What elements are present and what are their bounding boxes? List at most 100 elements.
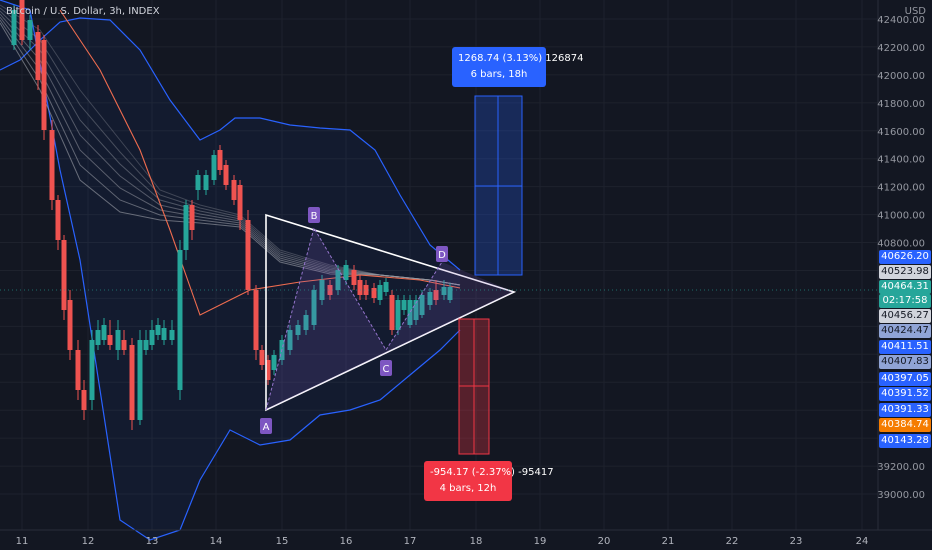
candle-body (177, 250, 183, 390)
x-tick-label: 21 (662, 536, 675, 547)
pattern-badge (436, 246, 448, 262)
candle-body (121, 340, 127, 350)
projection-up-change: 1268.74 (3.13%) 126874 (458, 53, 584, 64)
projection-down-label: -954.17 (-2.37%) -95417 4 bars, 12h (424, 461, 554, 501)
price-tag: 40407.83 (879, 355, 931, 369)
candle-body (419, 295, 425, 315)
y-tick-label: 41000.00 (877, 211, 925, 222)
candle-body (49, 130, 55, 200)
pattern-badge (260, 418, 272, 434)
price-tag: 40384.74 (879, 418, 931, 432)
candle-body (161, 328, 167, 340)
y-tick-label: 41600.00 (877, 127, 925, 138)
pattern-badge (380, 360, 392, 376)
price-tag: 40464.31 (879, 280, 931, 294)
candle-body (115, 330, 121, 350)
pattern-label: B (311, 211, 318, 222)
candle-body (433, 290, 439, 300)
candle-body (75, 350, 81, 390)
candle-body (371, 288, 377, 298)
candle-body (61, 240, 67, 310)
y-tick-label: 41200.00 (877, 183, 925, 194)
bollinger-lower (0, 0, 461, 541)
x-tick-label: 11 (16, 536, 29, 547)
candle-body (137, 340, 143, 420)
candle-body (287, 330, 293, 350)
x-tick-label: 19 (534, 536, 547, 547)
candle-body (363, 285, 369, 295)
triangle-pattern (265, 213, 517, 412)
candle-body (81, 390, 87, 410)
candle-body (223, 165, 229, 185)
candle-body (101, 325, 107, 340)
candle-body (55, 200, 61, 240)
candle-body (303, 315, 309, 330)
candle-body (427, 292, 433, 305)
x-tick-label: 14 (210, 536, 223, 547)
candle-body (441, 287, 447, 295)
abcd-lines (265, 226, 443, 411)
candle-body (395, 300, 401, 330)
candle-body (401, 300, 407, 310)
x-tick-label: 24 (856, 536, 869, 547)
candle-body (19, 0, 25, 40)
candle-body (265, 360, 271, 380)
projection-up-label: 1268.74 (3.13%) 126874 6 bars, 18h (452, 47, 584, 87)
price-tag: 40397.05 (879, 372, 931, 386)
candle-body (149, 330, 155, 345)
x-tick-label: 20 (598, 536, 611, 547)
candle-body (183, 205, 189, 250)
candle-body (11, 10, 17, 45)
candle-body (155, 325, 161, 335)
candle-body (35, 32, 41, 80)
candle-body (95, 330, 101, 345)
candle-body (41, 40, 47, 130)
y-tick-label: 42000.00 (877, 71, 925, 82)
x-tick-label: 22 (726, 536, 739, 547)
candle-body (271, 355, 277, 370)
y-tick-label: 42200.00 (877, 43, 925, 54)
candle-body (389, 295, 395, 330)
candle-body (107, 335, 113, 345)
price-tag: 40424.47 (879, 324, 931, 338)
candle-body (217, 150, 223, 170)
candle-body (67, 300, 73, 350)
pattern-label: D (438, 250, 446, 261)
candle-body (211, 155, 217, 180)
symbol-title[interactable]: Bitcoin / U.S. Dollar, 3h, INDEX (6, 6, 160, 17)
pattern-point-c: C (380, 360, 392, 376)
candle-body (335, 270, 341, 290)
pattern-point-d: D (436, 246, 448, 262)
ribbon-line (0, 22, 461, 286)
candle-body (407, 300, 413, 325)
candle-body (377, 285, 383, 300)
pattern-label: C (383, 364, 390, 375)
candle-body (195, 175, 201, 190)
candle-body (169, 330, 175, 340)
projection-down-change: -954.17 (-2.37%) -95417 (430, 467, 554, 478)
candle-body (189, 205, 195, 230)
bollinger-fill (0, 0, 460, 540)
candle-body (143, 340, 149, 350)
price-tag: 40456.27 (879, 309, 931, 323)
price-tag: 40626.20 (879, 250, 931, 264)
price-tag: 02:17:58 (879, 294, 931, 308)
pattern-badge (308, 207, 320, 223)
candle-body (343, 265, 349, 280)
pattern-label: A (263, 422, 270, 433)
candle-body (89, 340, 95, 400)
x-tick-label: 15 (276, 536, 289, 547)
candle-body (311, 290, 317, 325)
projection-down-bars: 4 bars, 12h (439, 483, 497, 494)
x-tick-label: 13 (146, 536, 159, 547)
candle-body (253, 290, 259, 350)
bollinger-upper (0, 17, 461, 271)
candle-body (351, 270, 357, 285)
candle-body (129, 345, 135, 420)
ema-line (59, 9, 461, 316)
pattern-point-b: B (308, 207, 320, 223)
price-tag: 40391.33 (879, 403, 931, 417)
candle-body (259, 350, 265, 365)
candle-body (413, 300, 419, 320)
